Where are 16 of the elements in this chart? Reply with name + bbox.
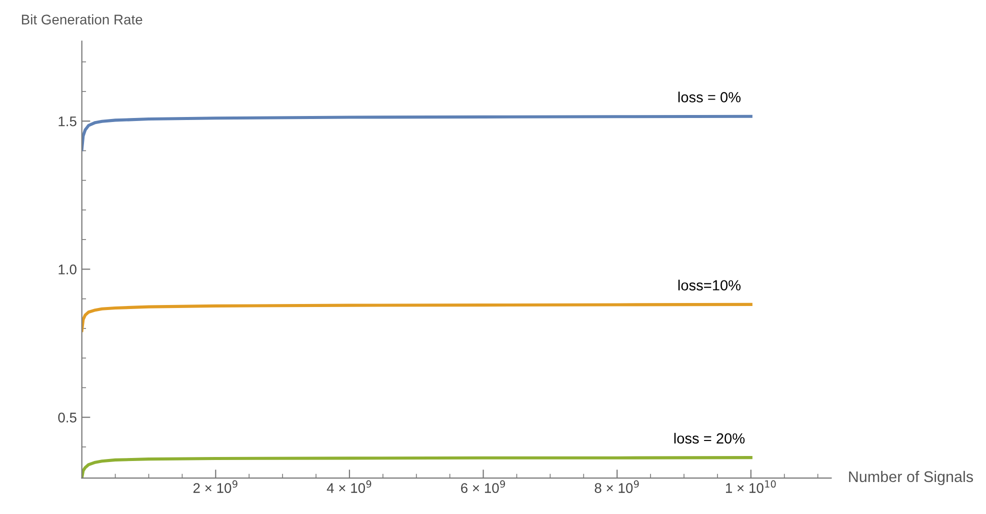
series-label: loss=10%: [678, 280, 741, 290]
x-tick-label: 8 × 10$^{9}$: [594, 480, 639, 493]
x-tick-label: 1 × 10$^{10}$: [726, 480, 776, 493]
x-tick-label: 6 × 10$^{9}$: [461, 480, 505, 493]
line-series: [82, 302, 752, 332]
x-tick-label: 2 × 10$^{9}$: [193, 480, 238, 493]
y-tick-label: 1.5: [58, 116, 76, 126]
series-label: loss = 0%: [678, 92, 741, 102]
y-tick-label: 1.0: [58, 264, 76, 274]
y-tick-label: 0.5: [58, 412, 76, 422]
x-tick-label: 4 × 10$^{9}$: [326, 480, 372, 493]
line-series: [82, 114, 752, 152]
line-series: [82, 456, 752, 478]
series-label: loss = 20%: [674, 432, 745, 444]
x-axis-title: Number of Signals: [849, 470, 973, 486]
y-axis-title: Bit Generation Rate: [22, 14, 142, 24]
